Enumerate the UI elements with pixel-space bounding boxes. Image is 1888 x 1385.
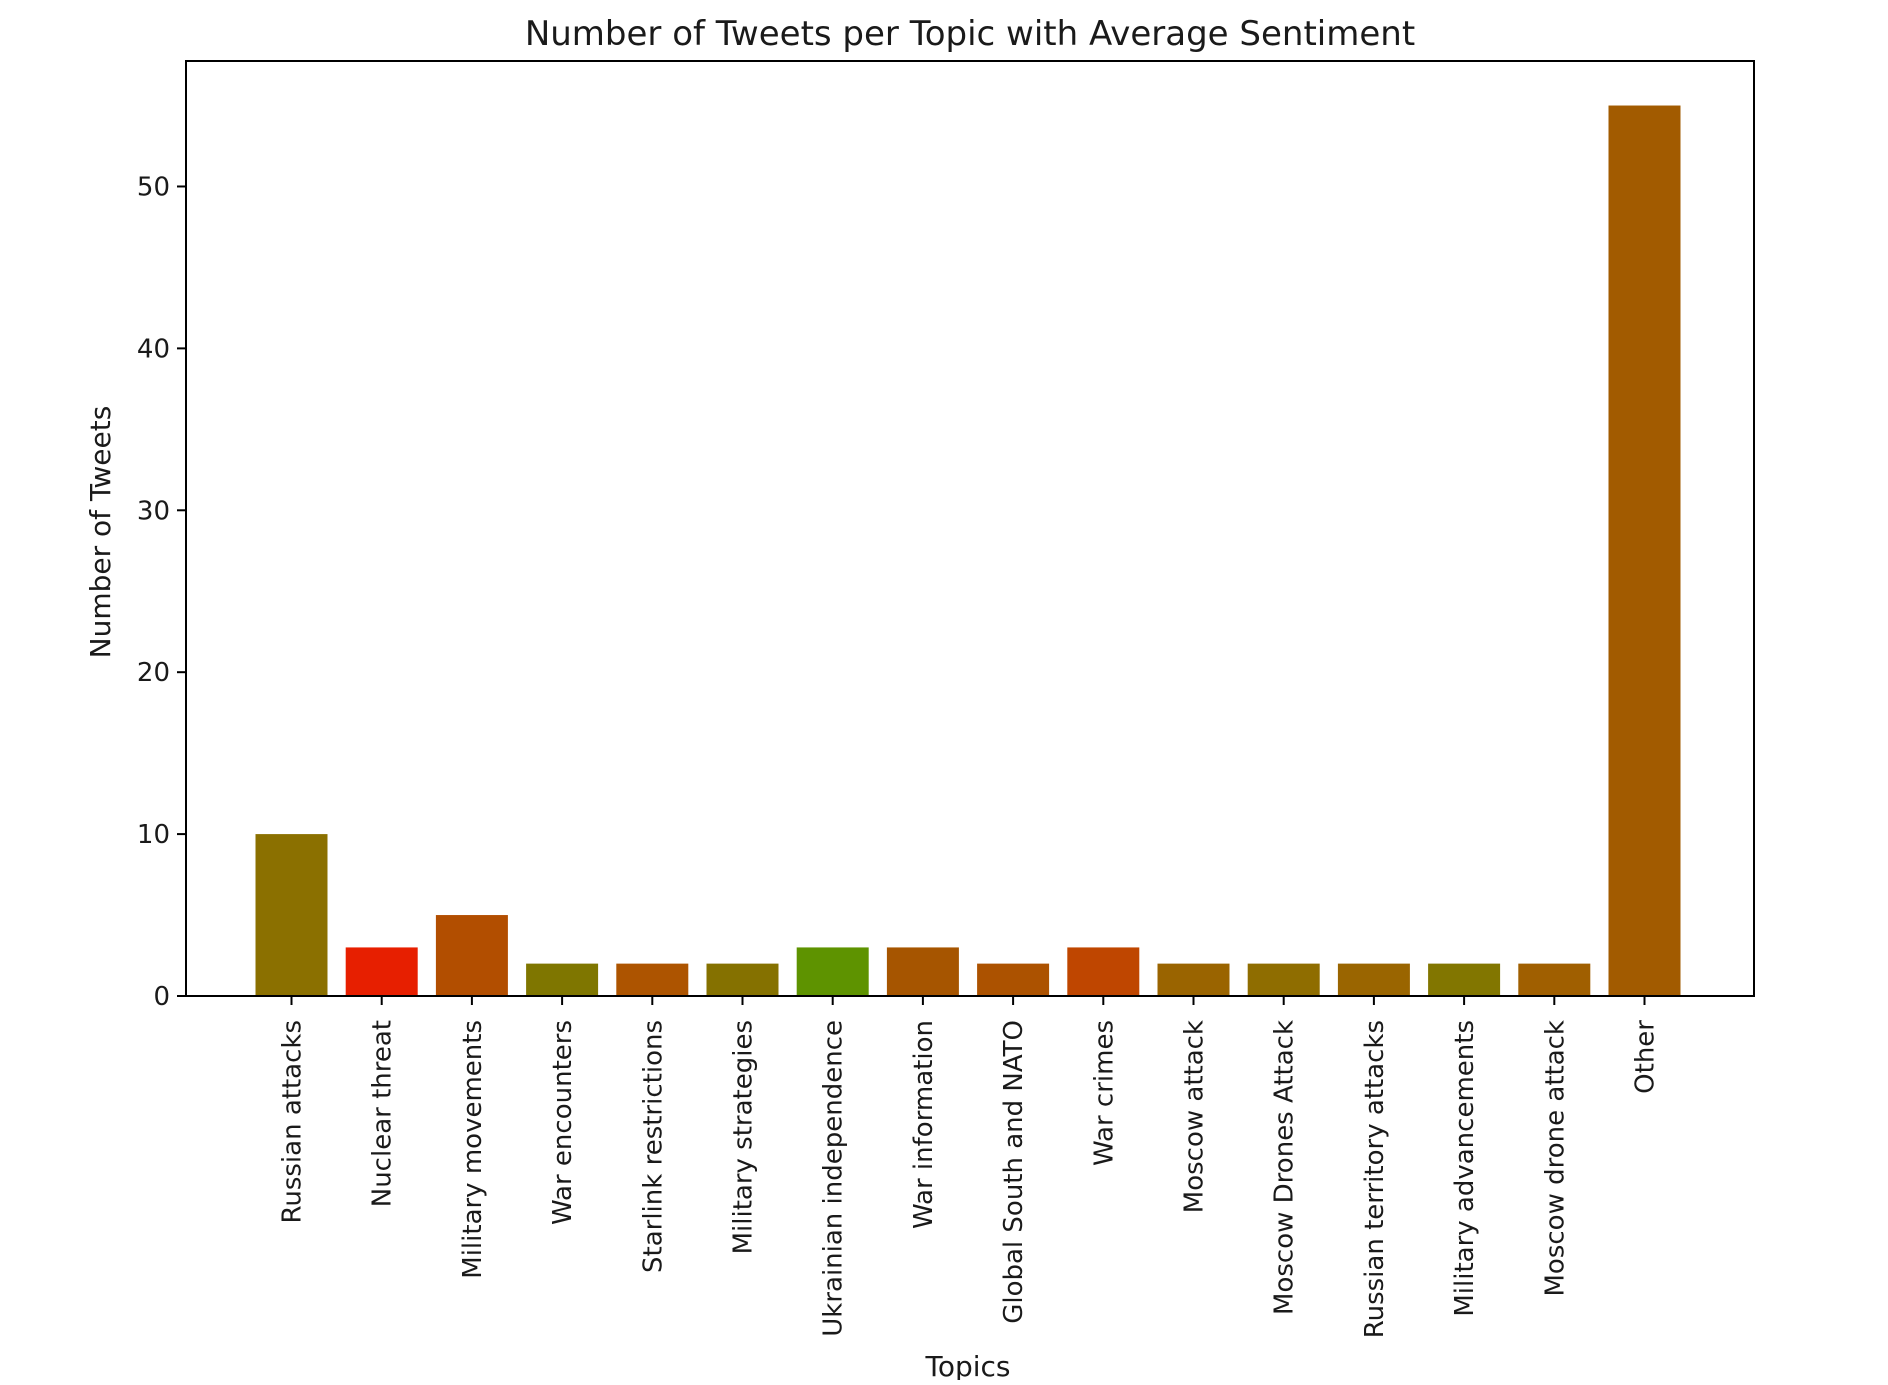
x-tick-label: Military movements — [458, 1020, 488, 1279]
y-axis-ticks: 0 10 20 30 40 50 — [137, 172, 186, 1012]
bar — [886, 947, 959, 996]
x-tick-label: War crimes — [1089, 1020, 1119, 1166]
x-axis-label: Topics — [924, 1350, 1010, 1380]
x-tick-label: Nuclear threat — [368, 1020, 398, 1207]
bar — [1518, 963, 1591, 996]
bar — [435, 915, 508, 996]
x-tick-label: Other — [1631, 1020, 1661, 1094]
bar — [796, 947, 869, 996]
x-tick-label: Military strategies — [729, 1020, 759, 1254]
bar — [345, 947, 418, 996]
bar — [526, 963, 599, 996]
x-tick-label: Moscow attack — [1180, 1020, 1210, 1213]
y-tick-label: 30 — [137, 496, 170, 526]
bar — [1157, 963, 1230, 996]
bar — [1247, 963, 1320, 996]
y-tick-label: 10 — [137, 820, 170, 850]
x-axis-ticks: Russian attacks Nuclear threat Military mo… — [278, 996, 1661, 1338]
bar — [706, 963, 779, 996]
x-tick-label: Moscow drone attack — [1540, 1020, 1570, 1297]
bar — [1428, 963, 1501, 996]
x-tick-label: Russian territory attacks — [1360, 1020, 1390, 1338]
x-tick-label: Military advancements — [1450, 1020, 1480, 1317]
bars — [255, 105, 1681, 997]
x-tick-label: Russian attacks — [278, 1020, 308, 1224]
bar — [1608, 105, 1681, 997]
x-tick-label: Global South and NATO — [999, 1020, 1029, 1324]
x-tick-label: War information — [909, 1020, 939, 1229]
y-tick-label: 50 — [137, 172, 170, 202]
y-tick-label: 0 — [153, 982, 170, 1012]
bar — [255, 834, 328, 996]
x-tick-label: Ukrainian independence — [819, 1020, 849, 1337]
bar — [977, 963, 1050, 996]
x-tick-label: Moscow Drones Attack — [1270, 1020, 1300, 1315]
x-tick-label: Starlink restrictions — [638, 1020, 668, 1273]
y-axis-label: Number of Tweets — [84, 406, 117, 659]
chart-title: Number of Tweets per Topic with Average … — [525, 14, 1415, 54]
y-tick-label: 40 — [137, 334, 170, 364]
y-tick-label: 20 — [137, 658, 170, 688]
x-tick-label: War encounters — [548, 1020, 578, 1225]
plot-area-frame — [185, 60, 1755, 997]
bar — [616, 963, 689, 996]
bar — [1067, 947, 1140, 996]
bar — [1337, 963, 1410, 996]
